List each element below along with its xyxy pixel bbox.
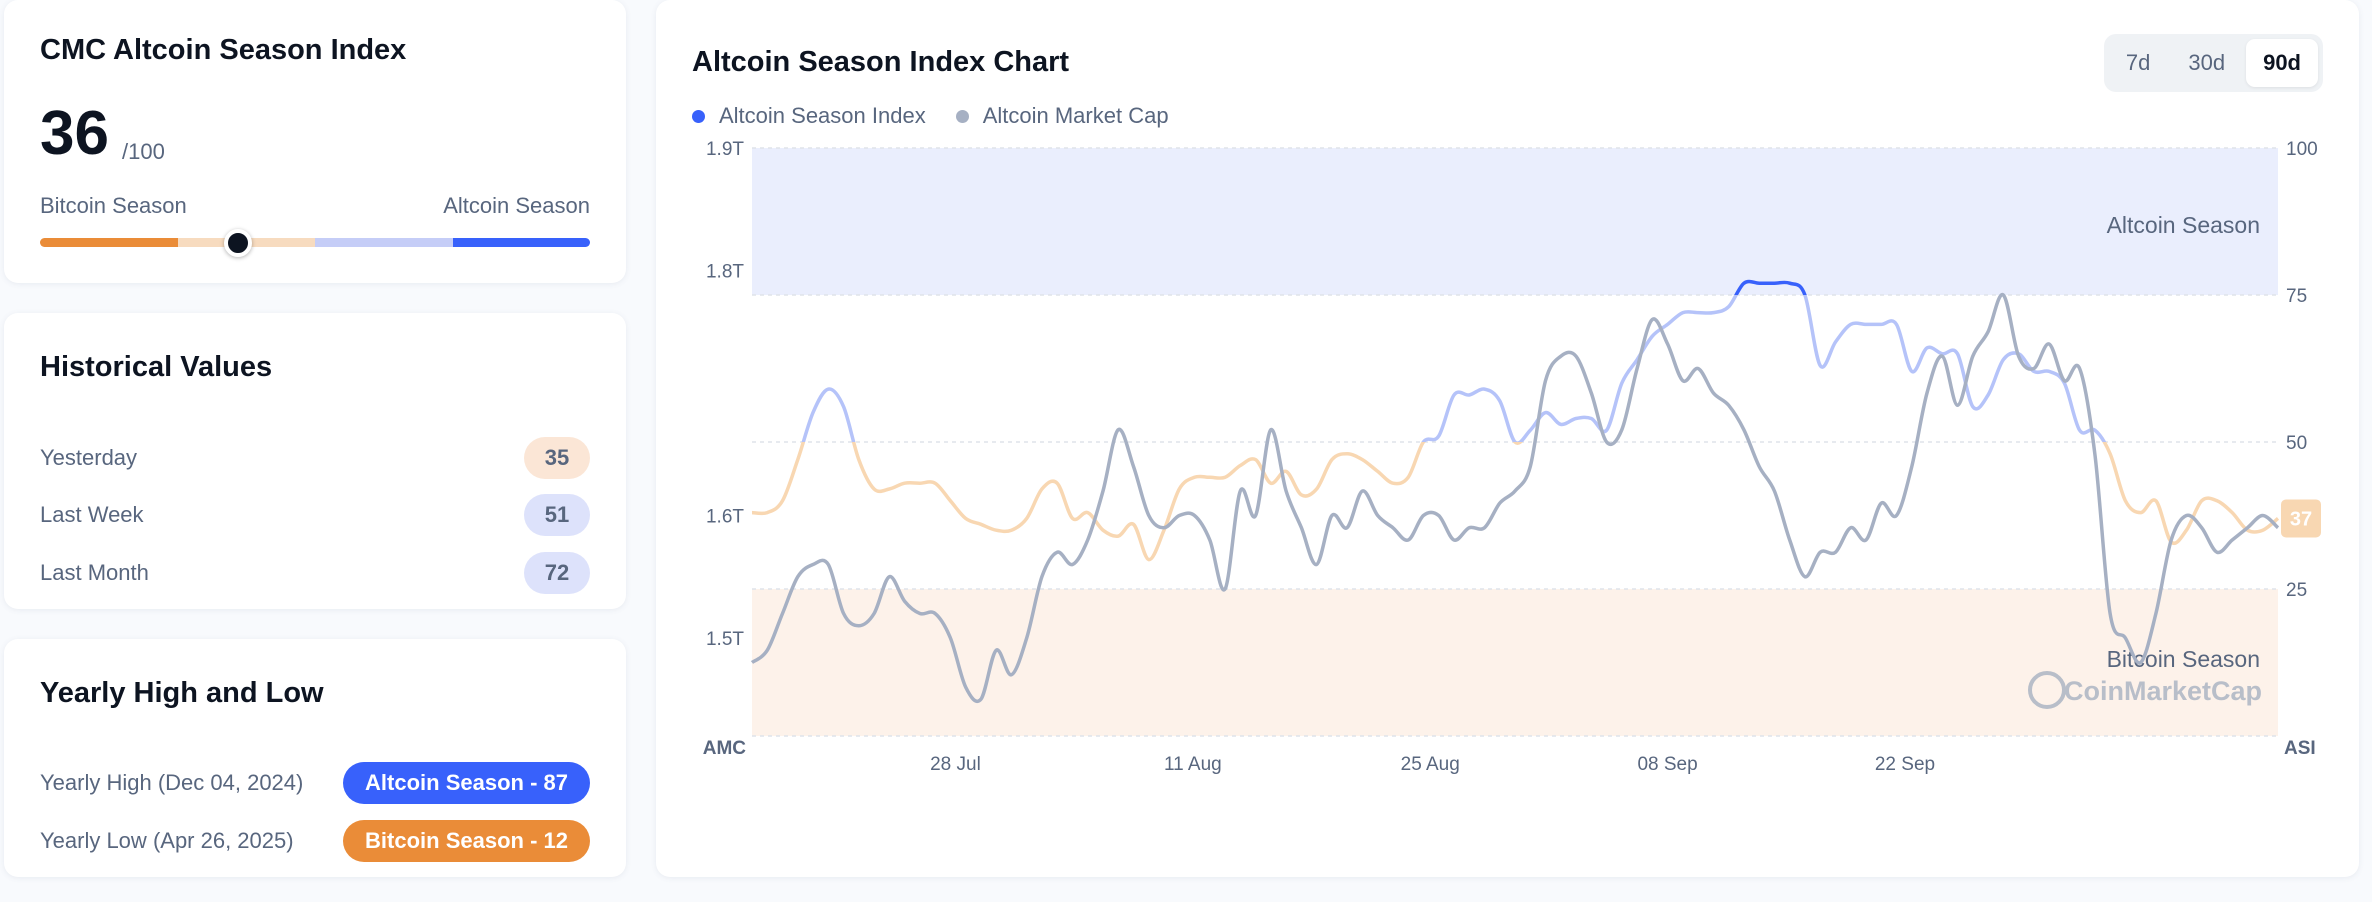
x-axis-tick-label: 11 Aug (1164, 754, 1222, 775)
yearly-high-label: Yearly High (Dec 04, 2024) (40, 770, 303, 796)
history-label: Last Week (40, 502, 144, 527)
right-axis-tick-label: 25 (2286, 580, 2307, 601)
legend-item-market-cap[interactable]: Altcoin Market Cap (955, 103, 1169, 129)
historical-values-card: Historical Values Yesterday 35 Last Week… (4, 313, 626, 609)
legend-dot-market-cap (955, 109, 969, 123)
right-axis-tick-label: 100 (2286, 139, 2318, 160)
altcoin-market-cap-series-line (750, 293, 2280, 704)
history-value-badge: 51 (524, 494, 590, 536)
yearly-low-badge: Bitcoin Season - 12 (343, 820, 590, 862)
legend-dot-asi (692, 109, 705, 123)
asi-line-segment-altcoin-side (801, 295, 2107, 442)
altcoin-season-index-series (751, 279, 2280, 562)
yearly-low-text: Yearly Low (40, 828, 147, 853)
history-row-last-month: Last Month 72 (40, 551, 590, 595)
current-asi-tag: 37 (2281, 499, 2321, 538)
altcoin-season-zone (752, 148, 2278, 295)
gauge-segment-altcoin-light (315, 238, 453, 247)
coinmarketcap-logo-icon (2028, 671, 2066, 709)
x-axis-tick-label: 08 Sep (1637, 754, 1697, 775)
chart-title: Altcoin Season Index Chart (692, 46, 1070, 78)
yearly-high-text: Yearly High (40, 770, 152, 795)
x-axis-tick-label: 25 Aug (1401, 754, 1460, 775)
yearly-high-badge: Altcoin Season - 87 (343, 762, 590, 804)
right-axis-tick-label: 75 (2286, 286, 2307, 307)
bitcoin-season-label: Bitcoin Season (40, 193, 187, 218)
left-axis-tick-label: 1.5T (706, 629, 744, 650)
index-score: 36 (40, 99, 109, 168)
gauge-indicator-knob (224, 229, 252, 257)
left-axis-tick-label: 1.9T (706, 139, 744, 160)
right-axis-title: ASI (2284, 738, 2316, 759)
history-row-yesterday: Yesterday 35 (40, 436, 590, 480)
altcoin-season-zone-label: Altcoin Season (2107, 212, 2260, 238)
history-label: Yesterday (40, 445, 138, 470)
history-value-badge: 72 (524, 552, 590, 594)
legend-item-asi[interactable]: Altcoin Season Index (692, 103, 926, 129)
yearly-low-date: (Apr 26, 2025) (152, 828, 294, 853)
range-selector: 7d 30d 90d (2103, 34, 2323, 92)
tab-90d[interactable]: 90d (2246, 39, 2318, 87)
index-card-title: CMC Altcoin Season Index (40, 34, 407, 66)
left-axis-tick-label: 1.6T (706, 507, 744, 528)
coinmarketcap-watermark-text: CoinMarketCap (2064, 676, 2262, 706)
yearly-title: Yearly High and Low (40, 677, 324, 709)
current-asi-tag-value: 37 (2290, 508, 2312, 530)
altcoin-season-label: Altcoin Season (443, 193, 590, 218)
legend-label: Altcoin Market Cap (982, 103, 1169, 128)
yearly-high-low-card: Yearly High and Low Yearly High (Dec 04,… (4, 639, 626, 877)
season-gauge (40, 238, 590, 247)
yearly-low-row: Yearly Low (Apr 26, 2025) Bitcoin Season… (40, 819, 590, 863)
history-label: Last Month (40, 560, 149, 585)
gauge-segment-altcoin (452, 238, 590, 247)
left-axis-tick-label: 1.8T (706, 262, 744, 283)
history-row-last-week: Last Week 51 (40, 493, 590, 537)
current-asi-tag-background (2281, 499, 2321, 538)
chart-legend: Altcoin Season Index Altcoin Market Cap (692, 103, 1169, 129)
legend-label: Altcoin Season Index (719, 103, 926, 128)
bitcoin-season-zone (752, 589, 2278, 736)
yearly-high-date: (Dec 04, 2024) (157, 770, 304, 795)
tab-7d[interactable]: 7d (2125, 50, 2151, 75)
gauge-segment-bitcoin (40, 238, 178, 247)
index-score-max: /100 (122, 139, 165, 164)
history-value-badge: 35 (524, 437, 590, 479)
coinmarketcap-watermark: CoinMarketCap (2028, 671, 2262, 709)
yearly-high-row: Yearly High (Dec 04, 2024) Altcoin Seaso… (40, 761, 590, 805)
right-axis-tick-label: 50 (2286, 433, 2307, 454)
tab-30d[interactable]: 30d (2188, 50, 2226, 75)
altcoin-season-chart-card: Altcoin Season Bitcoin Season CoinMarketCa… (656, 0, 2359, 877)
historical-title: Historical Values (40, 351, 273, 383)
yearly-low-label: Yearly Low (Apr 26, 2025) (40, 828, 294, 854)
asi-line-segment-bitcoin-side (751, 442, 2280, 562)
x-axis-tick-label: 22 Sep (1875, 754, 1935, 775)
asi-line-segment-altcoin-season (1734, 279, 1807, 295)
altcoin-season-index-card: CMC Altcoin Season Index 36 /100 Bitcoin… (4, 0, 626, 283)
left-axis-title: AMC (703, 738, 747, 759)
x-axis-tick-label: 28 Jul (930, 754, 981, 775)
